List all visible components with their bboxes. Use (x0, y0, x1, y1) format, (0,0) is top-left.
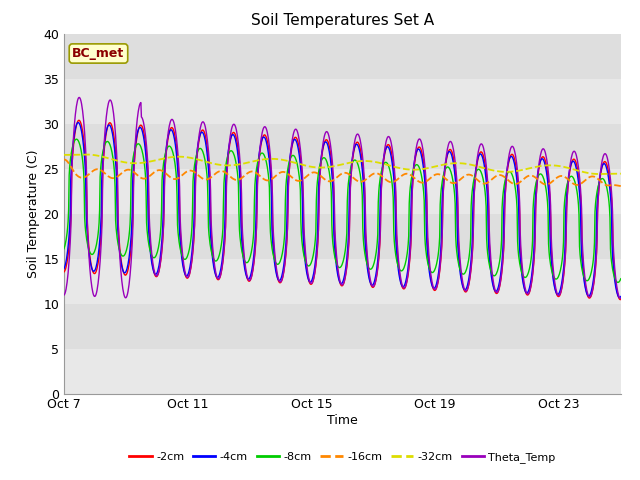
Title: Soil Temperatures Set A: Soil Temperatures Set A (251, 13, 434, 28)
Text: BC_met: BC_met (72, 47, 125, 60)
Y-axis label: Soil Temperature (C): Soil Temperature (C) (28, 149, 40, 278)
Bar (64, 214, 621, 259)
Bar (64, 34, 621, 79)
Bar (64, 259, 621, 303)
Bar (64, 303, 621, 348)
Bar (64, 168, 621, 214)
Legend: -2cm, -4cm, -8cm, -16cm, -32cm, Theta_Temp: -2cm, -4cm, -8cm, -16cm, -32cm, Theta_Te… (125, 447, 560, 467)
Bar (64, 123, 621, 168)
X-axis label: Time: Time (327, 414, 358, 427)
Bar (64, 348, 621, 394)
Bar (64, 79, 621, 123)
